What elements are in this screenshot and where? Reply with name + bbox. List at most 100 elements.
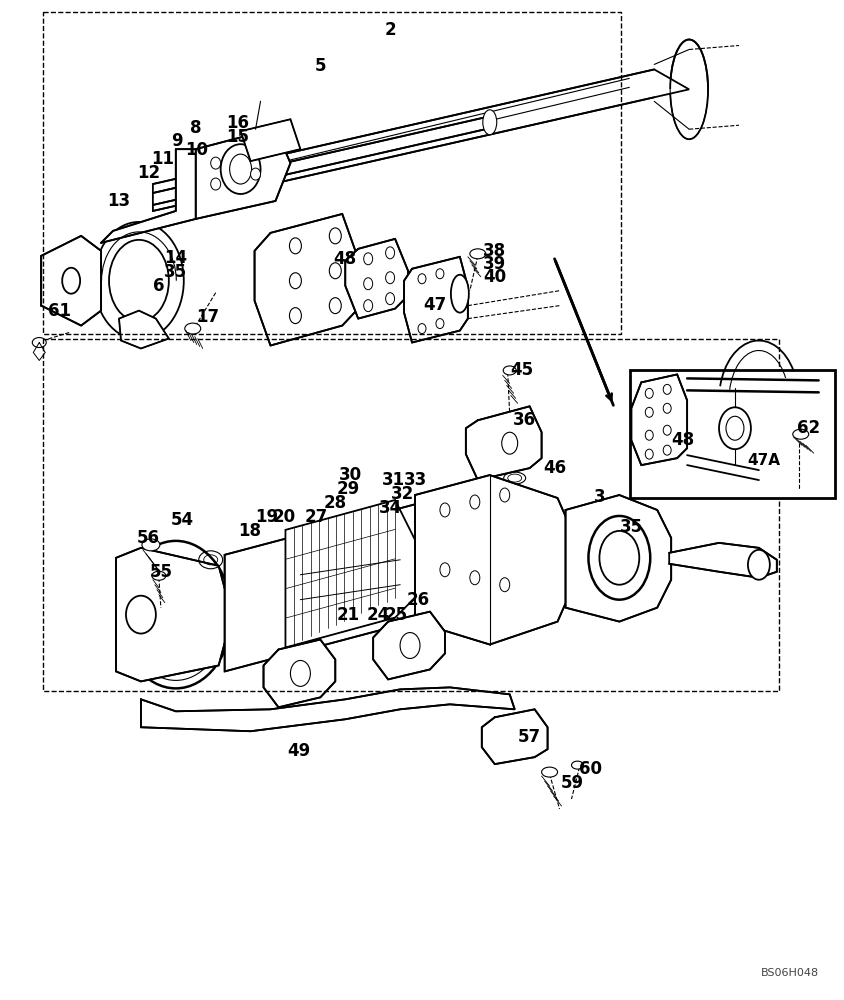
Polygon shape: [116, 548, 227, 681]
Ellipse shape: [211, 157, 220, 169]
Polygon shape: [285, 500, 415, 648]
Ellipse shape: [588, 516, 650, 600]
Ellipse shape: [185, 323, 201, 334]
Ellipse shape: [152, 571, 165, 580]
Text: 54: 54: [171, 511, 194, 529]
Text: 2: 2: [384, 21, 396, 39]
Polygon shape: [119, 311, 169, 349]
Text: 39: 39: [483, 255, 506, 273]
Ellipse shape: [230, 154, 252, 184]
Ellipse shape: [542, 767, 558, 777]
Ellipse shape: [251, 147, 261, 159]
Ellipse shape: [470, 249, 486, 259]
Bar: [630, 370, 835, 498]
Text: 3: 3: [593, 488, 605, 506]
Polygon shape: [263, 640, 335, 707]
Text: 30: 30: [338, 466, 362, 484]
Text: 47A: 47A: [748, 453, 781, 468]
Text: 11: 11: [151, 150, 175, 168]
Polygon shape: [141, 687, 515, 731]
Text: 57: 57: [518, 728, 541, 746]
Text: 35: 35: [165, 263, 187, 281]
Text: 28: 28: [324, 494, 347, 512]
Ellipse shape: [571, 761, 583, 769]
Ellipse shape: [599, 531, 639, 585]
Text: 33: 33: [403, 471, 427, 489]
Text: 32: 32: [391, 485, 414, 503]
Text: 13: 13: [107, 192, 131, 210]
Polygon shape: [153, 69, 689, 211]
Text: 26: 26: [407, 591, 430, 609]
Ellipse shape: [451, 275, 469, 313]
Polygon shape: [482, 709, 548, 764]
Text: 46: 46: [543, 459, 566, 477]
Text: 12: 12: [138, 164, 160, 182]
Polygon shape: [41, 236, 101, 326]
Polygon shape: [153, 116, 490, 205]
Text: 18: 18: [238, 522, 261, 540]
Text: 56: 56: [137, 529, 160, 547]
Ellipse shape: [32, 338, 46, 348]
Polygon shape: [345, 239, 408, 319]
Ellipse shape: [670, 40, 708, 139]
Text: 24: 24: [366, 606, 390, 624]
Polygon shape: [101, 149, 196, 243]
Polygon shape: [466, 406, 542, 480]
Polygon shape: [669, 543, 776, 578]
Ellipse shape: [94, 222, 184, 340]
Ellipse shape: [142, 539, 160, 551]
Ellipse shape: [251, 168, 261, 180]
Ellipse shape: [109, 240, 169, 322]
Ellipse shape: [503, 366, 517, 375]
Text: 10: 10: [185, 141, 208, 159]
Text: 48: 48: [333, 250, 357, 268]
Text: 31: 31: [381, 471, 404, 489]
Ellipse shape: [483, 110, 497, 135]
Ellipse shape: [211, 178, 220, 190]
Text: 62: 62: [798, 419, 820, 437]
Polygon shape: [373, 612, 445, 679]
Bar: [43, 339, 779, 691]
Polygon shape: [565, 495, 671, 622]
Text: 34: 34: [378, 499, 402, 517]
Ellipse shape: [793, 429, 809, 439]
Text: 59: 59: [561, 774, 584, 792]
Text: 8: 8: [190, 119, 202, 137]
Text: 49: 49: [287, 742, 310, 760]
Text: 21: 21: [337, 606, 360, 624]
Text: 15: 15: [226, 128, 249, 146]
Text: 29: 29: [337, 480, 360, 498]
Text: 14: 14: [165, 249, 187, 267]
Polygon shape: [225, 503, 438, 671]
Text: 20: 20: [273, 508, 296, 526]
Text: 5: 5: [315, 57, 326, 75]
Ellipse shape: [139, 566, 213, 663]
Polygon shape: [404, 257, 468, 343]
Text: 17: 17: [196, 308, 219, 326]
Text: 55: 55: [149, 563, 172, 581]
Ellipse shape: [719, 407, 751, 449]
Text: 27: 27: [305, 508, 328, 526]
Text: 9: 9: [171, 132, 182, 150]
Ellipse shape: [220, 144, 261, 194]
Text: 48: 48: [672, 431, 695, 449]
Ellipse shape: [748, 550, 770, 580]
Polygon shape: [181, 128, 290, 219]
Text: 61: 61: [48, 302, 71, 320]
Polygon shape: [255, 214, 358, 346]
Text: 35: 35: [619, 518, 643, 536]
Text: 16: 16: [226, 114, 249, 132]
Bar: [43, 12, 621, 334]
Text: 38: 38: [484, 242, 506, 260]
Polygon shape: [415, 475, 571, 645]
Text: 45: 45: [510, 361, 533, 379]
Text: 40: 40: [484, 268, 506, 286]
Ellipse shape: [120, 541, 231, 688]
Text: 60: 60: [579, 760, 602, 778]
Text: 6: 6: [153, 277, 165, 295]
Text: 25: 25: [385, 606, 408, 624]
Text: 19: 19: [255, 508, 278, 526]
Text: 47: 47: [424, 296, 446, 314]
Text: 36: 36: [513, 411, 536, 429]
Polygon shape: [631, 374, 687, 465]
